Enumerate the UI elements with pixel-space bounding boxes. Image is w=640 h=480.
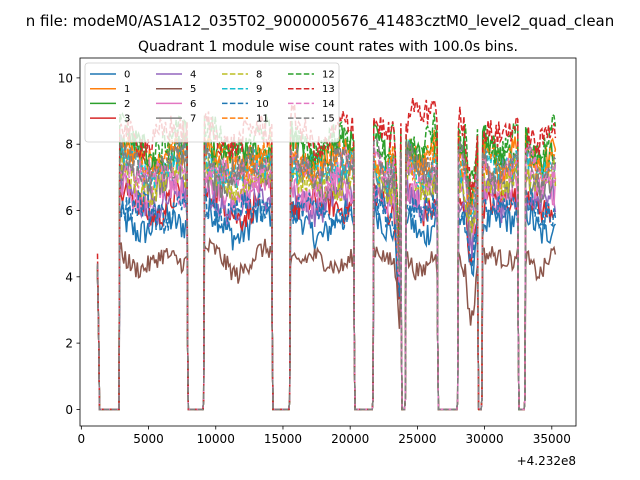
legend-label-9: 9 [256,84,262,95]
legend-label-10: 10 [256,99,269,110]
y-tick-label: 0 [65,403,73,417]
series-line-5 [96,237,557,411]
series-line-0 [96,197,557,411]
legend-label-14: 14 [322,99,335,110]
x-tick-label: 20000 [331,432,369,446]
series-line-11 [96,128,557,411]
x-offset-label: +4.232e8 [517,454,576,468]
series-layer [96,97,557,411]
y-tick-label: 10 [58,71,73,85]
chart-title: Quadrant 1 module wise count rates with … [138,39,518,55]
x-tick-label: 30000 [466,432,504,446]
series-line-15 [96,133,557,411]
legend-label-6: 6 [190,99,196,110]
x-tick-label: 5000 [133,432,164,446]
legend-box [84,62,340,143]
legend-label-8: 8 [256,70,262,81]
legend-label-15: 15 [322,114,335,125]
legend-label-11: 11 [256,114,269,125]
legend-label-4: 4 [190,70,196,81]
series-line-8 [96,153,557,411]
x-tick-label: 10000 [197,432,235,446]
legend-label-7: 7 [190,114,196,125]
legend-label-13: 13 [322,84,335,95]
legend-label-2: 2 [124,99,130,110]
x-tick-label: 0 [78,432,86,446]
axes: 0 5000 10000 15000 20000 25000 30000 35000 0 2 4 6 8… [58,57,577,446]
legend-label-12: 12 [322,70,335,81]
y-tick-label: 6 [65,204,73,218]
x-tick-label: 15000 [264,432,302,446]
plot-frame [79,57,577,427]
series-line-10 [96,185,557,411]
y-tick-label: 2 [65,337,73,351]
legend-label-0: 0 [124,70,130,81]
y-tick-label: 4 [65,270,73,284]
y-tick-label: 8 [65,138,73,152]
legend-label-5: 5 [190,84,196,95]
chart-suptitle: n file: modeM0/AS1A12_035T02_9000005676_… [26,12,615,31]
series-line-3 [96,177,557,411]
legend-label-3: 3 [124,114,130,125]
x-tick-label: 25000 [398,432,436,446]
legend-label-1: 1 [124,84,130,95]
x-tick-label: 35000 [533,432,571,446]
